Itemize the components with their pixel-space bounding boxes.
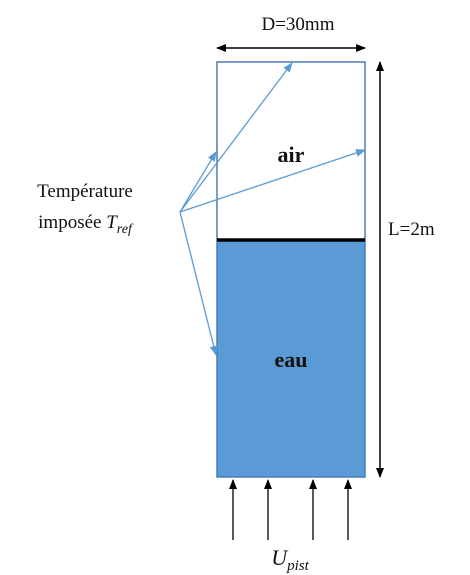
velocity-label: Upist [271, 545, 309, 574]
temperature-line2: imposée Tref [38, 212, 134, 237]
subscript: ref [117, 222, 134, 237]
subscript: pist [286, 558, 310, 574]
diameter-label: D=30mm [262, 14, 335, 35]
symbol: T [106, 212, 118, 233]
length-label: L=2m [388, 219, 435, 240]
arrow [179, 151, 217, 213]
word: imposée [38, 212, 101, 233]
air-label: air [278, 142, 305, 167]
temperature-line1: Température [37, 181, 133, 202]
cylinder [216, 61, 366, 478]
water [217, 240, 365, 477]
water-label: eau [275, 347, 308, 372]
arrow [179, 211, 218, 356]
symbol: U [271, 545, 289, 570]
temperature-arrows [179, 62, 366, 356]
arrow [179, 149, 366, 213]
piston-arrows [229, 479, 352, 540]
arrow [179, 62, 293, 213]
